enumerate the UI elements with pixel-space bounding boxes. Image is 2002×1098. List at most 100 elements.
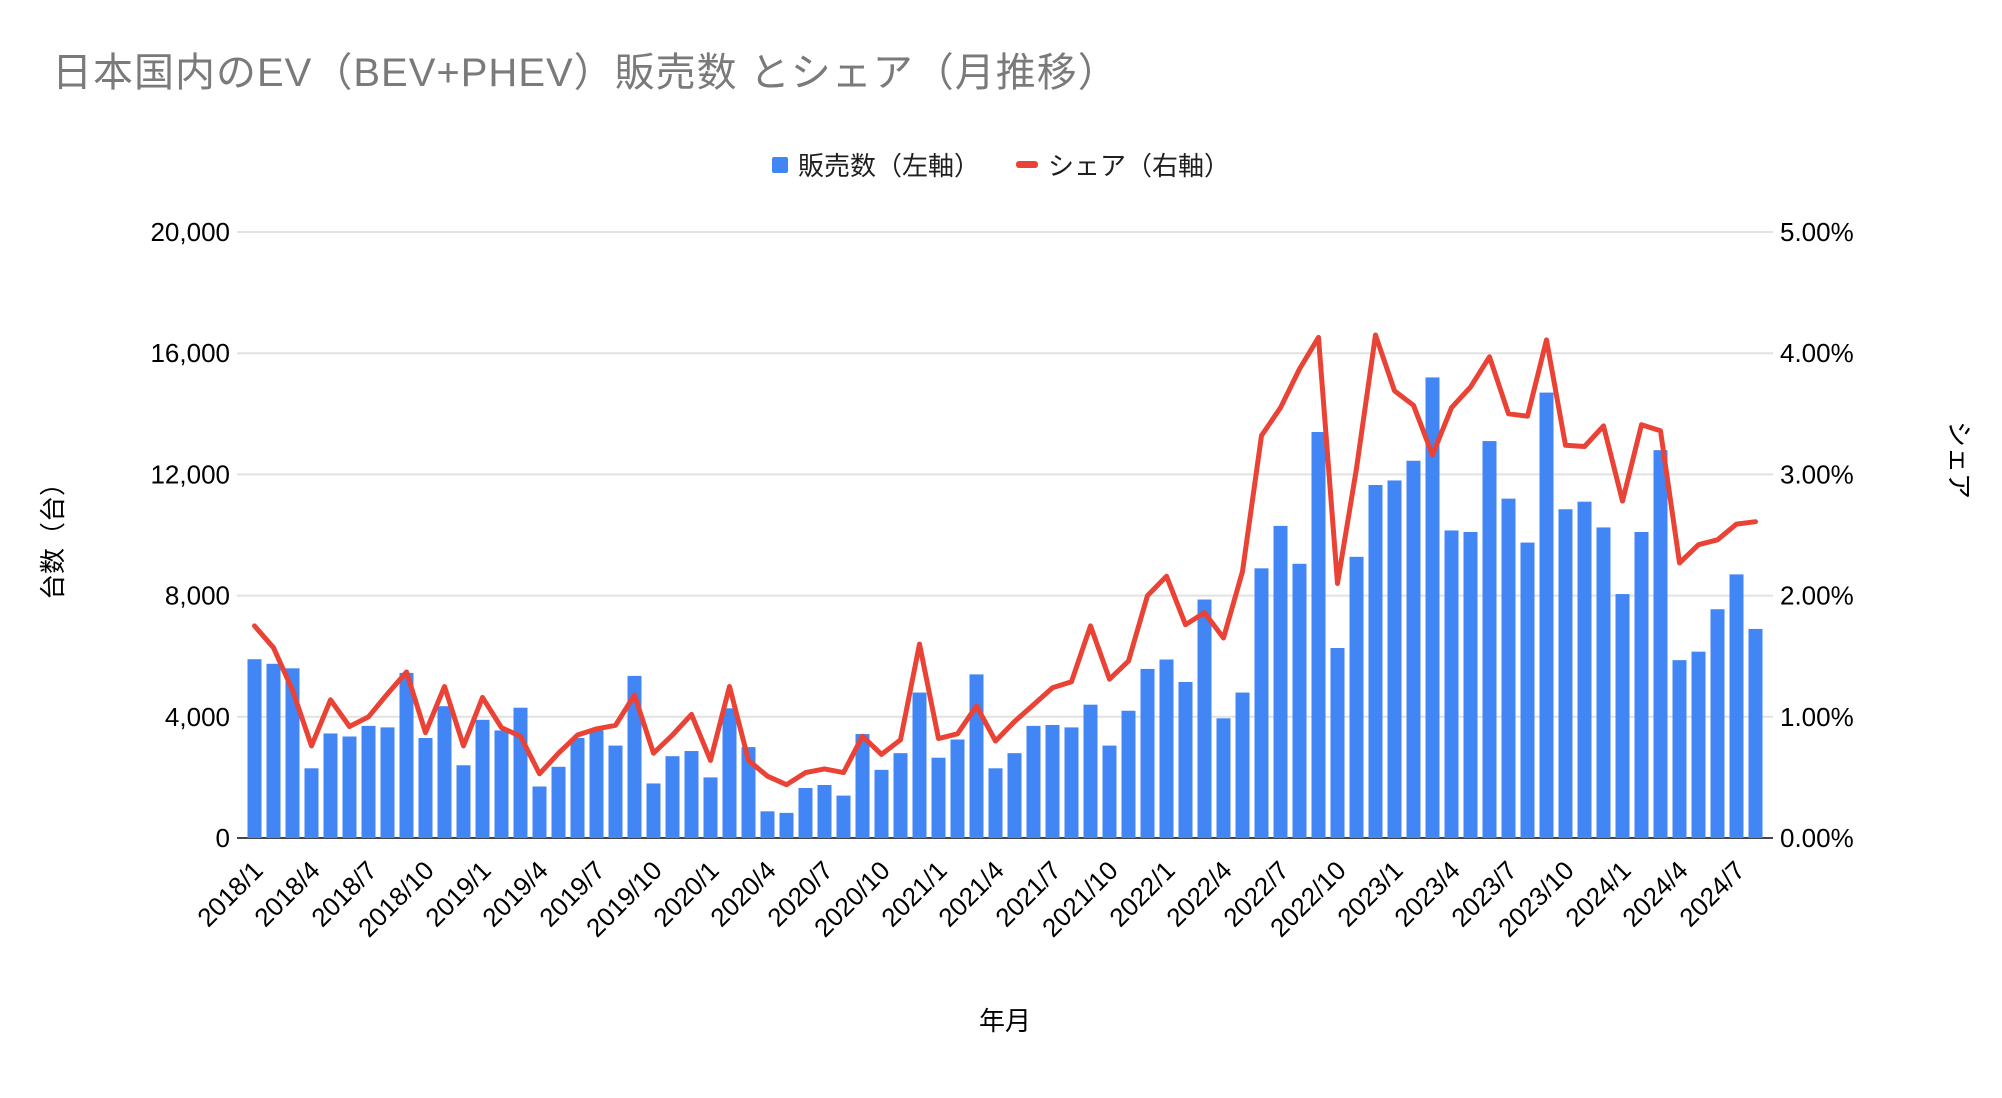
bar[interactable] (646, 783, 661, 838)
left-axis-tick-label: 4,000 (165, 702, 230, 732)
bar[interactable] (551, 766, 566, 838)
left-axis-tick-label: 20,000 (150, 217, 230, 247)
bar[interactable] (665, 756, 680, 838)
bar[interactable] (1615, 594, 1630, 838)
bar[interactable] (1596, 527, 1611, 838)
bar[interactable] (855, 734, 870, 838)
share-series-marker (1016, 161, 1038, 168)
bar[interactable] (741, 747, 756, 838)
bar[interactable] (969, 674, 984, 838)
bar[interactable] (1235, 692, 1250, 838)
share-line[interactable] (252, 332, 1758, 788)
bar[interactable] (1558, 509, 1573, 838)
bar[interactable] (1254, 568, 1269, 838)
bar[interactable] (1406, 460, 1421, 838)
bar[interactable] (874, 769, 889, 838)
bar[interactable] (779, 812, 794, 838)
bar[interactable] (1653, 450, 1668, 838)
bar[interactable] (1102, 745, 1117, 838)
bar[interactable] (1710, 609, 1725, 838)
left-axis-tick-label: 12,000 (150, 459, 230, 489)
bar[interactable] (722, 708, 737, 838)
bar[interactable] (931, 757, 946, 838)
bar[interactable] (1501, 498, 1516, 838)
bar[interactable] (988, 768, 1003, 838)
right-axis-tick-label: 5.00% (1780, 217, 1854, 247)
bar[interactable] (342, 736, 357, 838)
bar[interactable] (1007, 753, 1022, 838)
bar[interactable] (798, 788, 813, 838)
bar[interactable] (1729, 574, 1744, 838)
bar[interactable] (1083, 704, 1098, 838)
bar[interactable] (1634, 531, 1649, 838)
bar[interactable] (1368, 485, 1383, 838)
bar[interactable] (1330, 648, 1345, 838)
bar[interactable] (1349, 556, 1364, 838)
bar[interactable] (1311, 431, 1326, 838)
bar[interactable] (418, 738, 433, 838)
bar[interactable] (1482, 441, 1497, 838)
bar[interactable] (836, 795, 851, 838)
bar[interactable] (361, 725, 376, 838)
x-axis-tick-label: 2024/7 (1673, 855, 1750, 932)
bar[interactable] (703, 777, 718, 838)
bar[interactable] (532, 786, 547, 838)
bar[interactable] (1064, 727, 1079, 838)
bar[interactable] (304, 768, 319, 838)
legend-item-sales[interactable]: 販売数（左軸） (771, 146, 980, 183)
bars-group (247, 377, 1763, 838)
bar[interactable] (1463, 531, 1478, 838)
bar[interactable] (456, 765, 471, 838)
bar[interactable] (1197, 599, 1212, 838)
bar[interactable] (399, 672, 414, 838)
right-axis-tick-label: 1.00% (1780, 702, 1854, 732)
bar[interactable] (627, 675, 642, 838)
bar[interactable] (570, 738, 585, 838)
bar[interactable] (437, 706, 452, 838)
legend-item-share[interactable]: シェア（右軸） (1016, 146, 1230, 183)
bar[interactable] (1026, 725, 1041, 838)
bar[interactable] (608, 745, 623, 838)
bar[interactable] (1273, 525, 1288, 838)
bar[interactable] (1577, 501, 1592, 838)
right-axis-title: シェア (1944, 421, 1974, 499)
legend-label-share: シェア（右軸） (1048, 151, 1231, 181)
bar[interactable] (1045, 724, 1060, 838)
bar[interactable] (494, 730, 509, 838)
bar[interactable] (589, 730, 604, 838)
bar[interactable] (1539, 392, 1554, 838)
left-axis-tick-label: 0 (216, 823, 230, 853)
bar[interactable] (760, 811, 775, 838)
bar[interactable] (380, 727, 395, 838)
bar[interactable] (266, 663, 281, 838)
bar[interactable] (893, 753, 908, 838)
bar[interactable] (1159, 659, 1174, 838)
bar[interactable] (1672, 660, 1687, 838)
legend: 販売数（左軸） シェア（右軸） (0, 146, 2002, 183)
right-axis-tick-label: 0.00% (1780, 823, 1854, 853)
bar[interactable] (950, 739, 965, 838)
bar[interactable] (1178, 681, 1193, 838)
bar[interactable] (1292, 563, 1307, 838)
bar[interactable] (1140, 668, 1155, 838)
bar[interactable] (1748, 628, 1763, 838)
bar[interactable] (912, 692, 927, 838)
bar[interactable] (323, 733, 338, 838)
bar[interactable] (817, 784, 832, 838)
left-axis-tick-label: 16,000 (150, 338, 230, 368)
bar[interactable] (1520, 542, 1535, 838)
bar[interactable] (1387, 480, 1402, 838)
bar[interactable] (513, 707, 528, 838)
bar[interactable] (1425, 377, 1440, 838)
bar[interactable] (1444, 530, 1459, 838)
bar[interactable] (247, 659, 262, 838)
bar[interactable] (684, 751, 699, 838)
bar[interactable] (1121, 710, 1136, 838)
legend-label-sales: 販売数（左軸） (797, 151, 980, 181)
bar[interactable] (475, 719, 490, 838)
bar[interactable] (1691, 651, 1706, 838)
chart-title: 日本国内のEV（BEV+PHEV）販売数 とシェア（月推移） (52, 51, 1119, 95)
bar[interactable] (285, 668, 300, 838)
bar[interactable] (1216, 718, 1231, 838)
